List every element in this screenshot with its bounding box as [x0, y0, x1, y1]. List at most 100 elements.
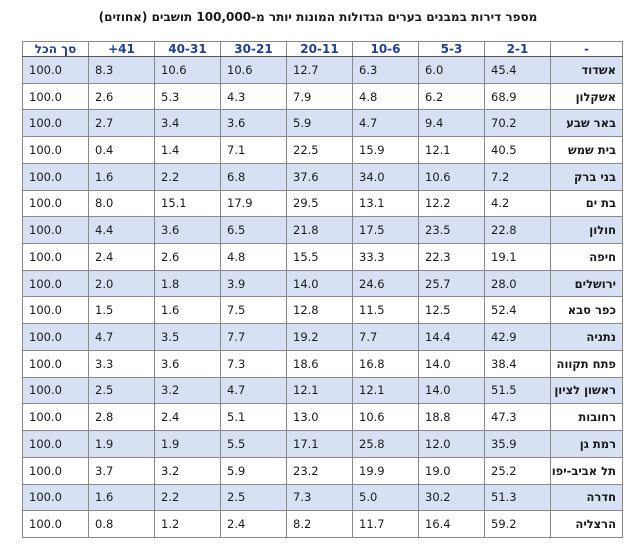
- city-cell: אשקלון: [550, 82, 623, 111]
- value-cell: 45.4: [484, 56, 551, 84]
- value-cell: 2.4: [154, 403, 221, 432]
- value-cell: 2.4: [220, 510, 287, 538]
- city-cell: ירושלים: [550, 269, 623, 298]
- value-cell: 5.9: [220, 456, 287, 485]
- value-cell: 7.7: [220, 323, 287, 351]
- value-cell: 25.8: [352, 430, 419, 458]
- value-cell: 1.9: [154, 430, 221, 458]
- city-cell: חיפה: [550, 243, 623, 271]
- value-cell: 12.2: [418, 189, 485, 218]
- city-cell: רחובות: [550, 403, 623, 432]
- value-cell: 23.2: [286, 456, 353, 485]
- value-cell: 4.2: [484, 189, 551, 218]
- table-row: הרצליה 59.2 16.4 11.7 8.2 2.4 1.2 0.8 100.0: [22, 510, 623, 538]
- value-cell: 22.8: [484, 216, 551, 245]
- value-cell: 3.9: [220, 269, 287, 298]
- value-cell: 22.3: [418, 243, 485, 271]
- value-cell: 5.9: [286, 109, 353, 138]
- city-cell: ראשון לציון: [550, 376, 623, 405]
- column-header: 2-1: [484, 41, 551, 57]
- value-cell: 100.0: [22, 483, 89, 512]
- value-cell: 29.5: [286, 189, 353, 218]
- value-cell: 12.1: [352, 376, 419, 405]
- value-cell: 24.6: [352, 269, 419, 298]
- value-cell: 4.8: [220, 243, 287, 271]
- value-cell: 19.1: [484, 243, 551, 271]
- value-cell: 2.2: [154, 162, 221, 191]
- column-header: 5-3: [418, 41, 485, 57]
- value-cell: 100.0: [22, 109, 89, 138]
- value-cell: 40.5: [484, 136, 551, 164]
- value-cell: 1.5: [88, 296, 155, 325]
- table-row: רחובות 47.3 18.8 10.6 13.0 5.1 2.4 2.8 100.0: [22, 403, 623, 432]
- value-cell: 10.6: [154, 56, 221, 84]
- value-cell: 14.0: [286, 269, 353, 298]
- value-cell: 7.5: [220, 296, 287, 325]
- value-cell: 70.2: [484, 109, 551, 138]
- table-body: אשדוד 45.4 6.0 6.3 12.7 10.6 10.6 8.3 100.0 אשקלו…: [22, 56, 623, 538]
- value-cell: 21.8: [286, 216, 353, 245]
- value-cell: 100.0: [22, 510, 89, 538]
- value-cell: 100.0: [22, 189, 89, 218]
- value-cell: 25.7: [418, 269, 485, 298]
- table-row: חדרה 51.3 30.2 5.0 7.3 2.5 2.2 1.6 100.0: [22, 483, 623, 512]
- value-cell: 3.6: [220, 109, 287, 138]
- value-cell: 7.7: [352, 323, 419, 351]
- column-header: -: [550, 41, 623, 57]
- value-cell: 68.9: [484, 82, 551, 111]
- value-cell: 1.6: [88, 483, 155, 512]
- value-cell: 12.7: [286, 56, 353, 84]
- value-cell: 6.3: [352, 56, 419, 84]
- table-row: חולון 22.8 23.5 17.5 21.8 6.5 3.6 4.4 100.0: [22, 216, 623, 245]
- value-cell: 13.1: [352, 189, 419, 218]
- value-cell: 4.7: [88, 323, 155, 351]
- value-cell: 2.2: [154, 483, 221, 512]
- value-cell: 3.7: [88, 456, 155, 485]
- table-row: ירושלים 28.0 25.7 24.6 14.0 3.9 1.8 2.0 100.0: [22, 269, 623, 298]
- column-header: 20-11: [286, 41, 353, 57]
- value-cell: 15.9: [352, 136, 419, 164]
- table-row: חיפה 19.1 22.3 33.3 15.5 4.8 2.6 2.4 100.0: [22, 243, 623, 271]
- value-cell: 2.6: [88, 82, 155, 111]
- value-cell: 2.5: [88, 376, 155, 405]
- table-row: ראשון לציון 51.5 14.0 12.1 12.1 4.7 3.2 2.5 100.…: [22, 376, 623, 405]
- value-cell: 1.2: [154, 510, 221, 538]
- city-cell: בת ים: [550, 189, 623, 218]
- value-cell: 47.3: [484, 403, 551, 432]
- value-cell: 12.5: [418, 296, 485, 325]
- value-cell: 12.1: [286, 376, 353, 405]
- value-cell: 35.9: [484, 430, 551, 458]
- column-header: 41+: [88, 41, 155, 57]
- city-cell: נתניה: [550, 323, 623, 351]
- value-cell: 33.3: [352, 243, 419, 271]
- value-cell: 0.4: [88, 136, 155, 164]
- value-cell: 16.4: [418, 510, 485, 538]
- value-cell: 3.6: [154, 216, 221, 245]
- value-cell: 37.6: [286, 162, 353, 191]
- value-cell: 12.1: [418, 136, 485, 164]
- value-cell: 7.9: [286, 82, 353, 111]
- value-cell: 3.6: [154, 349, 221, 378]
- value-cell: 100.0: [22, 296, 89, 325]
- value-cell: 15.5: [286, 243, 353, 271]
- city-cell: פתח תקווה: [550, 349, 623, 378]
- column-header: 40-31: [154, 41, 221, 57]
- value-cell: 4.3: [220, 82, 287, 111]
- value-cell: 42.9: [484, 323, 551, 351]
- value-cell: 100.0: [22, 269, 89, 298]
- value-cell: 1.9: [88, 430, 155, 458]
- value-cell: 7.2: [484, 162, 551, 191]
- value-cell: 100.0: [22, 403, 89, 432]
- value-cell: 6.2: [418, 82, 485, 111]
- value-cell: 3.3: [88, 349, 155, 378]
- column-header: 10-6: [352, 41, 419, 57]
- value-cell: 19.9: [352, 456, 419, 485]
- table-row: אשקלון 68.9 6.2 4.8 7.9 4.3 5.3 2.6 100.0: [22, 82, 623, 111]
- value-cell: 100.0: [22, 136, 89, 164]
- value-cell: 4.8: [352, 82, 419, 111]
- value-cell: 14.0: [418, 349, 485, 378]
- value-cell: 4.4: [88, 216, 155, 245]
- city-cell: אשדוד: [550, 56, 623, 84]
- value-cell: 100.0: [22, 456, 89, 485]
- value-cell: 2.7: [88, 109, 155, 138]
